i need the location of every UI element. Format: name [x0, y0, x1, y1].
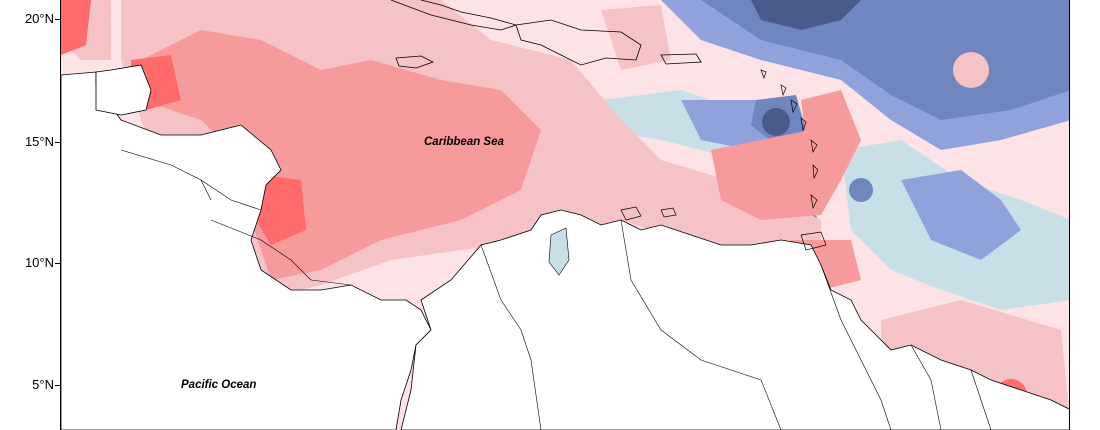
field-strongred-2 — [256, 175, 306, 245]
land-hispaniola — [515, 19, 642, 66]
y-tick-mark-10 — [55, 263, 60, 264]
field-red-main — [141, 30, 541, 280]
field-red-far-nw — [61, 0, 91, 55]
field-red-ne-2 — [953, 52, 989, 88]
y-tick-mark-20 — [55, 19, 60, 20]
sea-label: Caribbean Sea — [424, 136, 504, 148]
y-tick-label-20: 20°N — [24, 11, 54, 26]
field-red-patch-ne — [601, 5, 671, 70]
lesser-antilles — [620, 69, 827, 251]
y-tick-label-10: 10°N — [24, 255, 54, 270]
land-puerto-rico — [660, 53, 702, 65]
field-darkblue-ne — [701, 0, 1069, 120]
y-tick-label-5: 5°N — [32, 377, 54, 392]
land-jamaica — [395, 55, 435, 69]
y-tick-label-15: 15°N — [24, 134, 54, 149]
field-navy-ne — [751, 0, 861, 30]
anomaly-map — [61, 0, 1069, 430]
land-yucatan — [95, 64, 152, 116]
y-tick-mark-15 — [55, 142, 60, 143]
country-borders — [120, 149, 992, 430]
y-tick-mark-5 — [55, 385, 60, 386]
ocean-label: Pacific Ocean — [181, 379, 257, 391]
field-navy-7 — [849, 178, 873, 202]
land-south-america — [400, 209, 1069, 430]
land-central-america — [61, 71, 432, 430]
lake-maracaibo — [548, 227, 570, 276]
field-navy-2 — [762, 108, 790, 136]
field-blue-3 — [901, 170, 1021, 260]
map-frame: Caribbean Sea Pacific Ocean — [60, 0, 1070, 430]
field-red-east — [801, 90, 861, 180]
